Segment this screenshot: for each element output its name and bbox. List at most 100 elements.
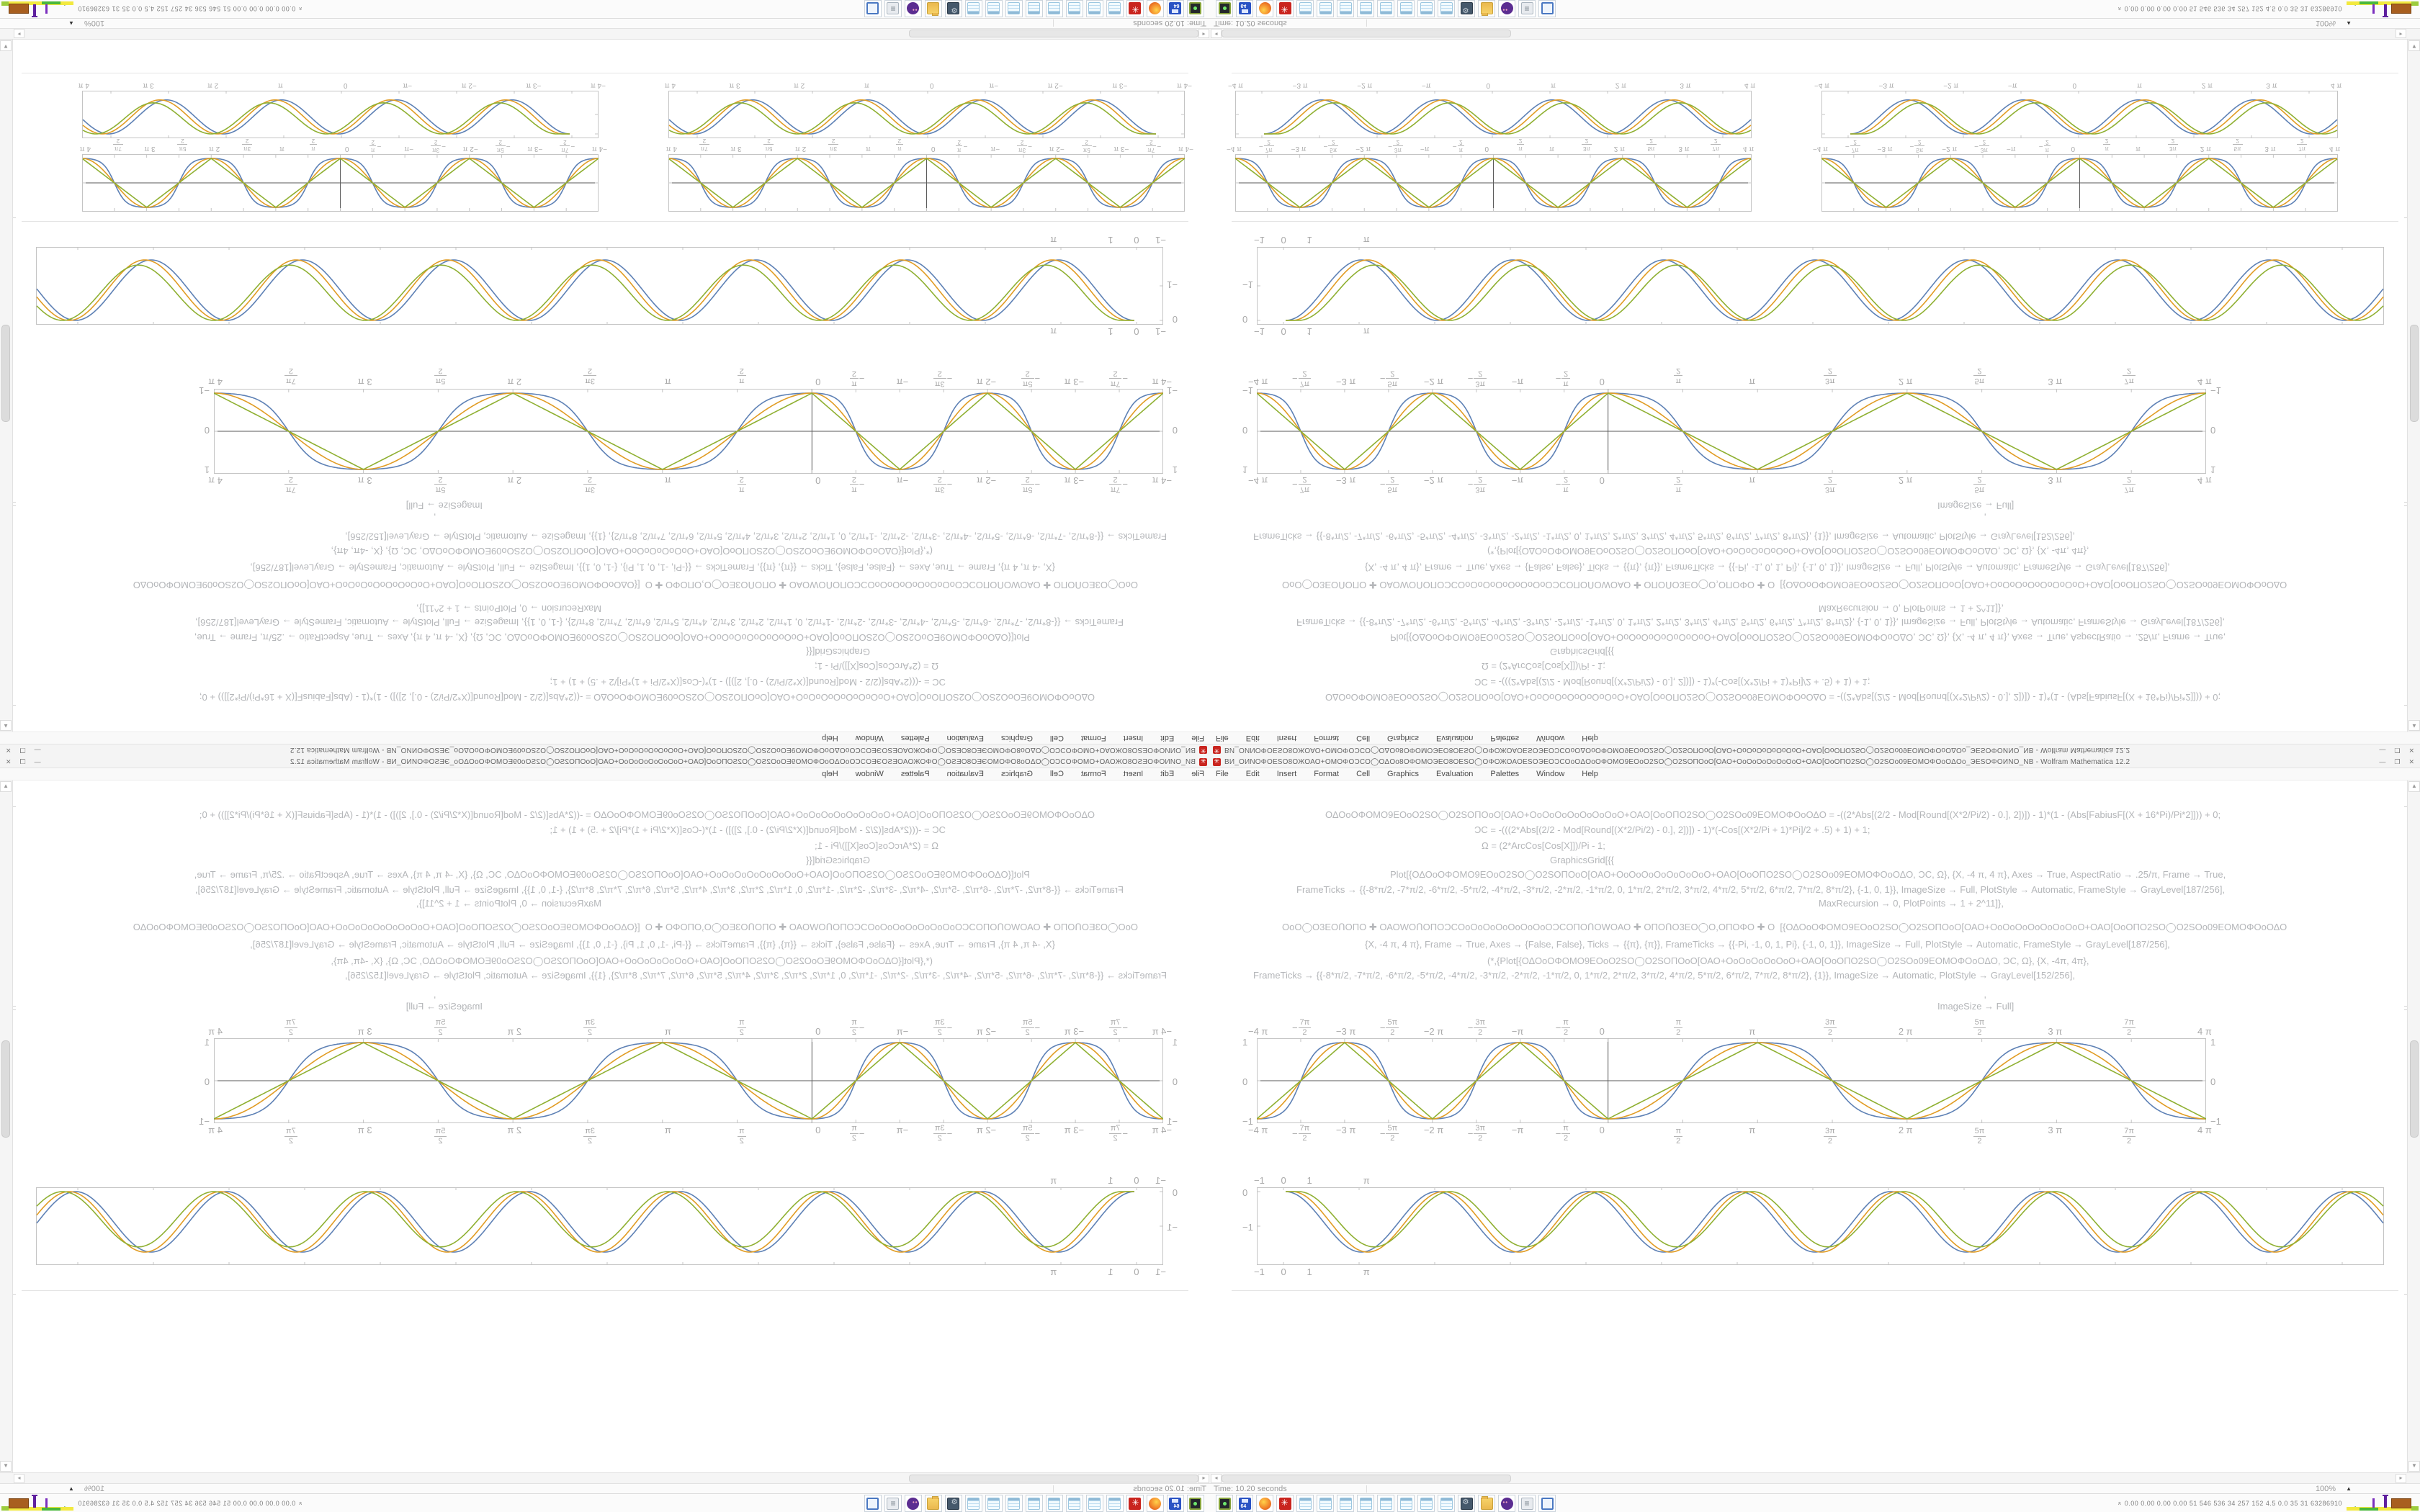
close-button[interactable]: ✕	[2408, 747, 2414, 755]
code-line-8[interactable]: ΟοΟ◯Ο3ΕΟՈΟΠΟ ✚ ΟΑΟWΟՈΟΠΟƆCΟοΟοΟοΟοΟοΟοΟο…	[133, 922, 1138, 932]
taskbar-button-firefox-browser[interactable]	[1147, 0, 1164, 17]
menu-item-help[interactable]: Help	[1582, 734, 1598, 742]
scroll-down-arrow[interactable]: ▼	[2408, 1461, 2420, 1472]
code-line-8[interactable]: ΟοΟ◯Ο3ΕΟՈΟΠΟ ✚ ΟΑΟWΟՈΟΠΟƆCΟοΟοΟοΟοΟοΟοΟο…	[133, 580, 1138, 590]
menu-item-cell[interactable]: Cell	[1356, 770, 1371, 778]
horizontal-scrollbar[interactable]: ◂ ▸	[0, 29, 1210, 40]
menu-item-help[interactable]: Help	[822, 770, 838, 778]
scroll-left-arrow[interactable]: ◂	[1198, 1474, 1209, 1483]
menu-item-cell[interactable]: Cell	[1049, 770, 1064, 778]
taskbar-button-notepad-document-1[interactable]	[1296, 1495, 1314, 1512]
scroll-right-arrow[interactable]: ▸	[2396, 29, 2406, 38]
taskbar-button-notepad-document-5[interactable]	[1026, 1495, 1043, 1512]
magnification-label[interactable]: 100%	[84, 1484, 105, 1493]
scroll-right-arrow[interactable]: ▸	[2396, 1474, 2406, 1483]
menu-item-window[interactable]: Window	[1536, 734, 1565, 742]
scroll-up-arrow[interactable]: ▲	[0, 720, 12, 731]
code-line-5[interactable]: Plot[{ΟΔΟοΟΦΟΜΟ9ΕΟοΟ2SΟ◯Ο2SΟΠΟοΟ[ΟΑΟ+ΟοΟ…	[1390, 869, 2226, 880]
minimize-button[interactable]: —	[2379, 757, 2386, 765]
magnification-caret-icon[interactable]: ▲	[68, 1485, 74, 1492]
taskbar-button-show-desktop[interactable]	[1538, 1495, 1556, 1512]
taskbar-button-file-explorer[interactable]	[1478, 1495, 1495, 1512]
menu-item-edit[interactable]: Edit	[1160, 734, 1175, 742]
code-line-10[interactable]: (*,{Plot[{ΟΔΟοΟΦΟΜΟ9ΕΟοΟ2SΟ◯Ο2SΟΠΟοΟ[ΟΑΟ…	[331, 955, 933, 966]
code-line-4[interactable]: GraphicsGrid[{{	[806, 647, 870, 657]
taskbar-button-notepad-document-3[interactable]	[1066, 1495, 1083, 1512]
taskbar-button-script-viewer[interactable]	[884, 1495, 902, 1512]
horizontal-scroll-thumb[interactable]	[909, 30, 1198, 37]
taskbar-button-notepad-document-4[interactable]	[1357, 1495, 1374, 1512]
scroll-left-arrow[interactable]: ◂	[1198, 29, 1209, 38]
code-line-6[interactable]: FrameTicks → {{-8*π/2, -7*π/2, -6*π/2, -…	[1296, 617, 2226, 628]
menu-item-evaluation[interactable]: Evaluation	[1436, 770, 1474, 778]
menu-item-evaluation[interactable]: Evaluation	[946, 734, 984, 742]
restore-button[interactable]: ❐	[19, 757, 26, 765]
menu-item-edit[interactable]: Edit	[1245, 734, 1260, 742]
code-line-2[interactable]: ƆC = -(((2*Abs[(2/2 - Mod[Round[(X*2/Pi/…	[1474, 824, 1870, 835]
taskbar-button-notepad-document-2[interactable]	[1086, 1495, 1103, 1512]
horizontal-scroll-thumb[interactable]	[1222, 1475, 1511, 1482]
horizontal-scroll-thumb[interactable]	[909, 1475, 1198, 1482]
taskbar-button-console-app[interactable]	[1187, 0, 1204, 17]
taskbar-button-file-explorer[interactable]	[925, 1495, 942, 1512]
menu-item-cell[interactable]: Cell	[1049, 734, 1064, 742]
magnification-label[interactable]: 100%	[84, 19, 105, 28]
taskbar-button-notepad-document-1[interactable]	[1296, 0, 1314, 17]
menu-item-palettes[interactable]: Palettes	[1490, 770, 1520, 778]
code-line-1[interactable]: ΟΔΟοΟΦΟΜΟ9ΕΟοΟ2SΟ◯Ο2SΟΠΟοΟ[ΟΑΟ+ΟοΟοΟοΟοΟ…	[199, 692, 1095, 703]
taskbar-button-notepad-document-7[interactable]	[1417, 1495, 1435, 1512]
taskbar-button-hex-editor-app[interactable]	[1236, 0, 1253, 17]
menu-item-format[interactable]: Format	[1080, 734, 1106, 742]
code-line-8[interactable]: ΟοΟ◯Ο3ΕΟՈΟΠΟ ✚ ΟΑΟWΟՈΟΠΟƆCΟοΟοΟοΟοΟοΟοΟο…	[1282, 922, 2287, 932]
title-bar[interactable]: ВИ_ОИNОΦОЕSО8ОЖОАО+ОМОΦОƆСО◯ОΔОο8ОΦОМОЭЕ…	[0, 756, 1210, 768]
menu-item-palettes[interactable]: Palettes	[900, 734, 930, 742]
magnification-caret-icon[interactable]: ▲	[2346, 20, 2352, 27]
taskbar-button-console-app[interactable]	[1187, 1495, 1204, 1512]
taskbar-button-notepad-document-4[interactable]	[1046, 0, 1063, 17]
menu-item-file[interactable]: File	[1191, 734, 1204, 742]
code-line-11[interactable]: FrameTicks → {{-8*π/2, -7*π/2, -6*π/2, -…	[345, 531, 1167, 542]
code-line-8[interactable]: ΟοΟ◯Ο3ΕΟՈΟΠΟ ✚ ΟΑΟWΟՈΟΠΟƆCΟοΟοΟοΟοΟοΟοΟο…	[1282, 580, 2287, 590]
taskbar-button-file-explorer[interactable]	[925, 0, 942, 17]
taskbar-button-mathematica-app[interactable]	[1126, 1495, 1144, 1512]
menu-item-format[interactable]: Format	[1080, 770, 1106, 778]
menu-item-evaluation[interactable]: Evaluation	[946, 770, 984, 778]
taskbar-button-notepad-document-2[interactable]	[1086, 0, 1103, 17]
menu-item-help[interactable]: Help	[822, 734, 838, 742]
taskbar-button-notepad-document-6[interactable]	[1005, 1495, 1023, 1512]
code-line-7[interactable]: MaxRecursion → 0, PlotPoints → 1 + 2^11]…	[1819, 898, 2004, 909]
taskbar-button-system-settings-app[interactable]	[945, 0, 962, 17]
menu-item-window[interactable]: Window	[855, 770, 884, 778]
taskbar-button-notepad-document-5[interactable]	[1026, 0, 1043, 17]
scroll-right-arrow[interactable]: ▸	[14, 29, 24, 38]
taskbar-button-notepad-document-3[interactable]	[1337, 0, 1354, 17]
code-line-2[interactable]: ƆC = -(((2*Abs[(2/2 - Mod[Round[(X*2/Pi/…	[550, 824, 946, 835]
magnification-caret-icon[interactable]: ▲	[2346, 1485, 2352, 1492]
taskbar-button-mathematica-app[interactable]	[1126, 0, 1144, 17]
menu-item-edit[interactable]: Edit	[1245, 770, 1260, 778]
taskbar-button-notepad-document-3[interactable]	[1337, 1495, 1354, 1512]
taskbar-button-notepad-document-6[interactable]	[1397, 0, 1415, 17]
taskbar-button-notepad-document-6[interactable]	[1397, 1495, 1415, 1512]
taskbar-button-system-settings-app[interactable]	[1458, 1495, 1475, 1512]
taskbar-button-firefox-browser[interactable]	[1256, 0, 1273, 17]
code-line-11[interactable]: FrameTicks → {{-8*π/2, -7*π/2, -6*π/2, -…	[1253, 531, 2075, 542]
code-line-3[interactable]: Ω = (2*ArcCos[Cos[X]])/Pi - 1;	[815, 661, 938, 672]
menu-item-graphics[interactable]: Graphics	[1387, 734, 1420, 742]
menu-item-insert[interactable]: Insert	[1123, 770, 1144, 778]
taskbar-button-notepad-document-5[interactable]	[1377, 1495, 1394, 1512]
scroll-right-arrow[interactable]: ▸	[14, 1474, 24, 1483]
taskbar-button-notepad-document-2[interactable]	[1317, 1495, 1334, 1512]
scroll-down-arrow[interactable]: ▼	[2408, 40, 2420, 51]
taskbar-button-mathematica-app[interactable]	[1276, 0, 1294, 17]
code-line-1[interactable]: ΟΔΟοΟΦΟΜΟ9ΕΟοΟ2SΟ◯Ο2SΟΠΟοΟ[ΟΑΟ+ΟοΟοΟοΟοΟ…	[199, 809, 1095, 820]
taskbar-button-mathematica-app[interactable]	[1276, 1495, 1294, 1512]
code-line-7[interactable]: MaxRecursion → 0, PlotPoints → 1 + 2^11]…	[1819, 603, 2004, 614]
tray-chevron-icon[interactable]: «	[2116, 6, 2124, 11]
code-line-5[interactable]: Plot[{ΟΔΟοΟΦΟΜΟ9ΕΟοΟ2SΟ◯Ο2SΟΠΟοΟ[ΟΑΟ+ΟοΟ…	[1390, 632, 2226, 643]
taskbar-button-notepad-document-3[interactable]	[1066, 0, 1083, 17]
menu-item-file[interactable]: File	[1216, 734, 1229, 742]
menu-item-window[interactable]: Window	[1536, 770, 1565, 778]
taskbar-button-notepad-document-8[interactable]	[965, 0, 982, 17]
horizontal-scrollbar[interactable]: ◂ ▸	[0, 1472, 1210, 1483]
